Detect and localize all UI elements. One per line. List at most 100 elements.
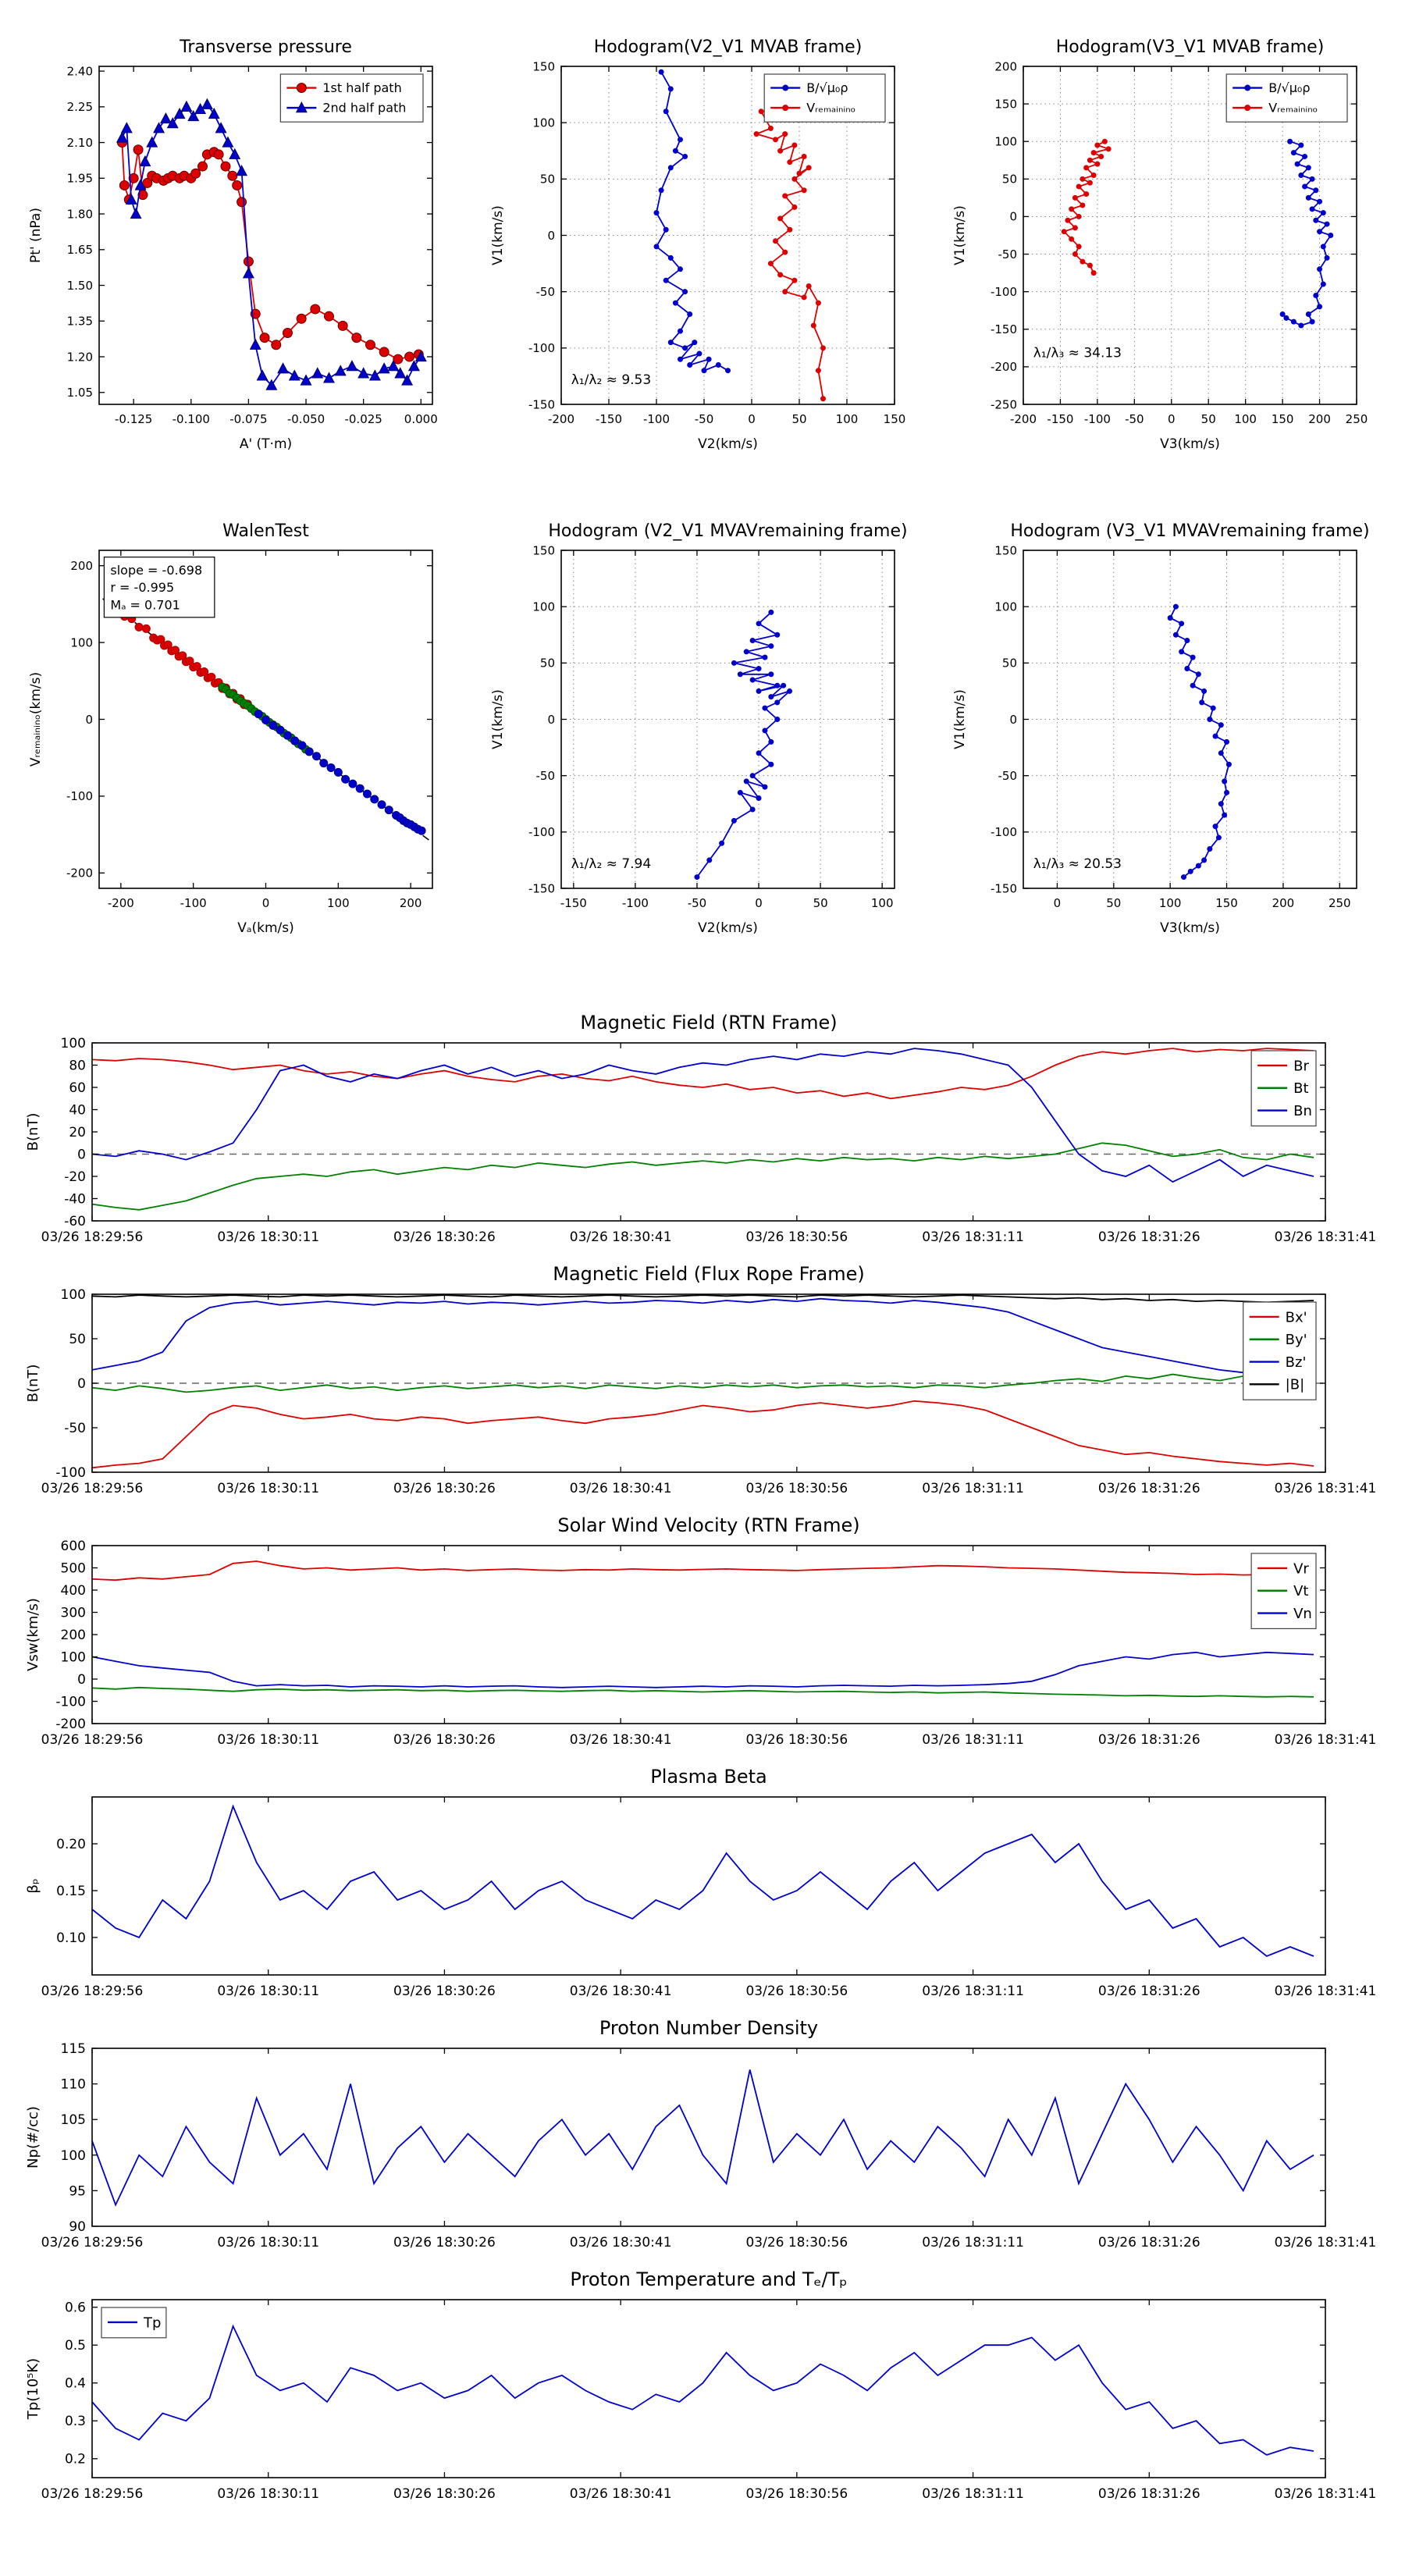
panel-magnetic-field-flux-rope: 03/26 18:29:56 03/26 18:30:11 03/26 18:30:…: [16, 1251, 1391, 1508]
svg-text:Vsw(km/s): Vsw(km/s): [25, 1598, 41, 1671]
svg-text:0: 0: [1009, 210, 1017, 224]
panel-hodogram-v3v1-mvab: -200 -150 -100 -50 0 50 100 150 200 250 -250 -200 -1…: [944, 20, 1369, 476]
svg-text:0.000: 0.000: [404, 412, 438, 426]
svg-text:-20: -20: [64, 1169, 86, 1185]
svg-text:60: 60: [69, 1080, 86, 1096]
svg-text:Proton Temperature and Tₑ/Tₚ: Proton Temperature and Tₑ/Tₚ: [570, 2268, 847, 2290]
svg-text:0: 0: [77, 1672, 86, 1688]
svg-text:-100: -100: [66, 789, 93, 803]
svg-text:-50: -50: [536, 285, 556, 299]
svg-text:Magnetic Field (Flux Rope Fram: Magnetic Field (Flux Rope Frame): [553, 1263, 864, 1285]
svg-text:B(nT): B(nT): [25, 1113, 41, 1151]
svg-text:03/26 18:30:56: 03/26 18:30:56: [745, 2486, 848, 2502]
panel-magnetic-field-rtn: 03/26 18:29:56 03/26 18:30:11 03/26 18:30:…: [16, 999, 1391, 1257]
svg-text:Vᵣₑₘₐᵢₙᵢₙₒ: Vᵣₑₘₐᵢₙᵢₙₒ: [1268, 101, 1318, 116]
svg-text:03/26 18:30:56: 03/26 18:30:56: [745, 1481, 848, 1496]
svg-text:100: 100: [1159, 896, 1182, 910]
svg-text:Bt: Bt: [1293, 1080, 1308, 1097]
svg-text:50: 50: [1002, 173, 1017, 187]
svg-text:03/26 18:30:56: 03/26 18:30:56: [745, 1732, 848, 1748]
svg-text:115: 115: [61, 2041, 86, 2057]
svg-text:03/26 18:31:26: 03/26 18:31:26: [1098, 1229, 1200, 1245]
svg-text:0.4: 0.4: [65, 2376, 86, 2392]
svg-text:2.40: 2.40: [67, 64, 93, 78]
panel-hodogram-v2v1-mvab: -200 -150 -100 -50 0 50 100 150 -150 -100 -50 0 50 10…: [482, 20, 907, 476]
svg-text:03/26 18:31:11: 03/26 18:31:11: [922, 1481, 1024, 1496]
svg-text:100: 100: [61, 1649, 86, 1665]
svg-text:03/26 18:30:41: 03/26 18:30:41: [570, 1229, 672, 1245]
svg-text:-50: -50: [688, 896, 707, 910]
svg-text:1.20: 1.20: [67, 350, 93, 364]
svg-text:50: 50: [1106, 896, 1121, 910]
svg-text:03/26 18:30:11: 03/26 18:30:11: [217, 1229, 319, 1245]
svg-text:0: 0: [755, 896, 763, 910]
svg-text:100: 100: [994, 600, 1017, 614]
svg-text:λ₁/λ₃ ≈ 20.53: λ₁/λ₃ ≈ 20.53: [1033, 856, 1122, 872]
svg-text:400: 400: [61, 1583, 86, 1599]
svg-text:Hodogram (V3_V1 MVAVremaining: Hodogram (V3_V1 MVAVremaining frame): [1010, 521, 1369, 541]
svg-text:-150: -150: [560, 896, 587, 910]
svg-text:2.10: 2.10: [67, 136, 93, 150]
svg-text:-40: -40: [64, 1191, 86, 1207]
svg-text:V1(km/s): V1(km/s): [490, 689, 506, 749]
svg-text:-50: -50: [998, 769, 1018, 783]
svg-text:100: 100: [532, 116, 555, 130]
svg-text:150: 150: [532, 59, 555, 73]
svg-text:Vᵣₑₘₐᵢₙᵢₙₒ: Vᵣₑₘₐᵢₙᵢₙₒ: [806, 101, 855, 116]
svg-text:110: 110: [61, 2077, 86, 2093]
svg-text:Hodogram(V3_V1 MVAB frame): Hodogram(V3_V1 MVAB frame): [1056, 37, 1325, 57]
svg-text:-50: -50: [1125, 412, 1144, 426]
svg-text:1.65: 1.65: [67, 243, 93, 257]
svg-text:Tp(10⁵K): Tp(10⁵K): [25, 2358, 41, 2420]
svg-text:1st half path: 1st half path: [322, 80, 401, 95]
svg-text:100: 100: [1234, 412, 1257, 426]
svg-text:V1(km/s): V1(km/s): [952, 205, 968, 265]
svg-text:-0.025: -0.025: [344, 412, 382, 426]
svg-text:-50: -50: [695, 412, 714, 426]
svg-text:2nd half path: 2nd half path: [322, 101, 406, 116]
svg-text:500: 500: [61, 1560, 86, 1576]
svg-text:03/26 18:30:26: 03/26 18:30:26: [393, 1229, 496, 1245]
svg-text:0: 0: [547, 713, 555, 727]
svg-text:03/26 18:30:11: 03/26 18:30:11: [217, 2235, 319, 2250]
svg-text:03/26 18:30:56: 03/26 18:30:56: [745, 1229, 848, 1245]
svg-text:V2(km/s): V2(km/s): [698, 920, 758, 936]
svg-text:50: 50: [791, 412, 806, 426]
svg-text:150: 150: [994, 97, 1017, 111]
svg-text:100: 100: [994, 134, 1017, 148]
svg-text:0: 0: [547, 229, 555, 243]
svg-text:-200: -200: [1010, 412, 1037, 426]
svg-text:100: 100: [61, 1287, 86, 1303]
svg-text:B/√μ₀ρ: B/√μ₀ρ: [1268, 80, 1310, 95]
svg-text:0: 0: [77, 1147, 86, 1162]
svg-text:-250: -250: [991, 397, 1017, 411]
svg-text:A' (T·m): A' (T·m): [240, 436, 292, 452]
svg-text:2.25: 2.25: [67, 100, 93, 114]
svg-text:-100: -100: [643, 412, 670, 426]
svg-text:03/26 18:30:41: 03/26 18:30:41: [570, 1732, 672, 1748]
svg-text:03/26 18:30:26: 03/26 18:30:26: [393, 1732, 496, 1748]
svg-text:1.95: 1.95: [67, 172, 93, 186]
svg-text:03/26 18:30:41: 03/26 18:30:41: [570, 2486, 672, 2502]
svg-text:Vr: Vr: [1293, 1560, 1309, 1577]
svg-text:0.5: 0.5: [65, 2338, 86, 2354]
svg-text:300: 300: [61, 1605, 86, 1621]
svg-text:-0.100: -0.100: [173, 412, 210, 426]
svg-text:V1(km/s): V1(km/s): [952, 689, 968, 749]
svg-text:03/26 18:29:56: 03/26 18:29:56: [41, 2486, 144, 2502]
svg-text:250: 250: [1346, 412, 1368, 426]
svg-text:200: 200: [61, 1628, 86, 1643]
svg-text:Bz': Bz': [1286, 1354, 1307, 1371]
svg-text:-50: -50: [64, 1421, 86, 1436]
svg-text:03/26 18:30:41: 03/26 18:30:41: [570, 2235, 672, 2250]
svg-text:0.6: 0.6: [65, 2300, 86, 2316]
svg-text:0: 0: [77, 1376, 86, 1392]
svg-text:Vᵣₑₘₐᵢₙᵢₙₒ(km/s): Vᵣₑₘₐᵢₙᵢₙₒ(km/s): [28, 672, 44, 767]
svg-text:03/26 18:30:56: 03/26 18:30:56: [745, 2235, 848, 2250]
svg-text:600: 600: [61, 1539, 86, 1554]
svg-text:03/26 18:30:41: 03/26 18:30:41: [570, 1481, 672, 1496]
svg-text:150: 150: [1215, 896, 1238, 910]
svg-text:03/26 18:31:11: 03/26 18:31:11: [922, 1229, 1024, 1245]
svg-text:50: 50: [813, 896, 828, 910]
svg-text:-100: -100: [528, 341, 555, 355]
